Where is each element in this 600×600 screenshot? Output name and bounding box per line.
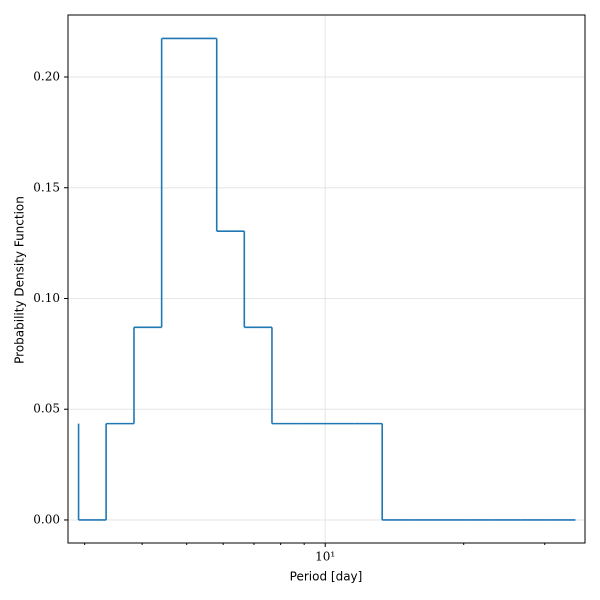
y-tick-label: 0.05 xyxy=(33,402,60,416)
y-tick-label: 0.10 xyxy=(33,291,60,305)
y-tick-label: 0.20 xyxy=(33,70,60,84)
y-tick-label: 0.15 xyxy=(33,180,60,194)
x-tick-label: 10¹ xyxy=(315,550,335,564)
y-tick-label: 0.00 xyxy=(33,512,60,526)
y-axis-label: Probability Density Function xyxy=(13,196,27,364)
plot-frame xyxy=(67,14,586,544)
x-axis-label: Period [day] xyxy=(290,570,363,584)
